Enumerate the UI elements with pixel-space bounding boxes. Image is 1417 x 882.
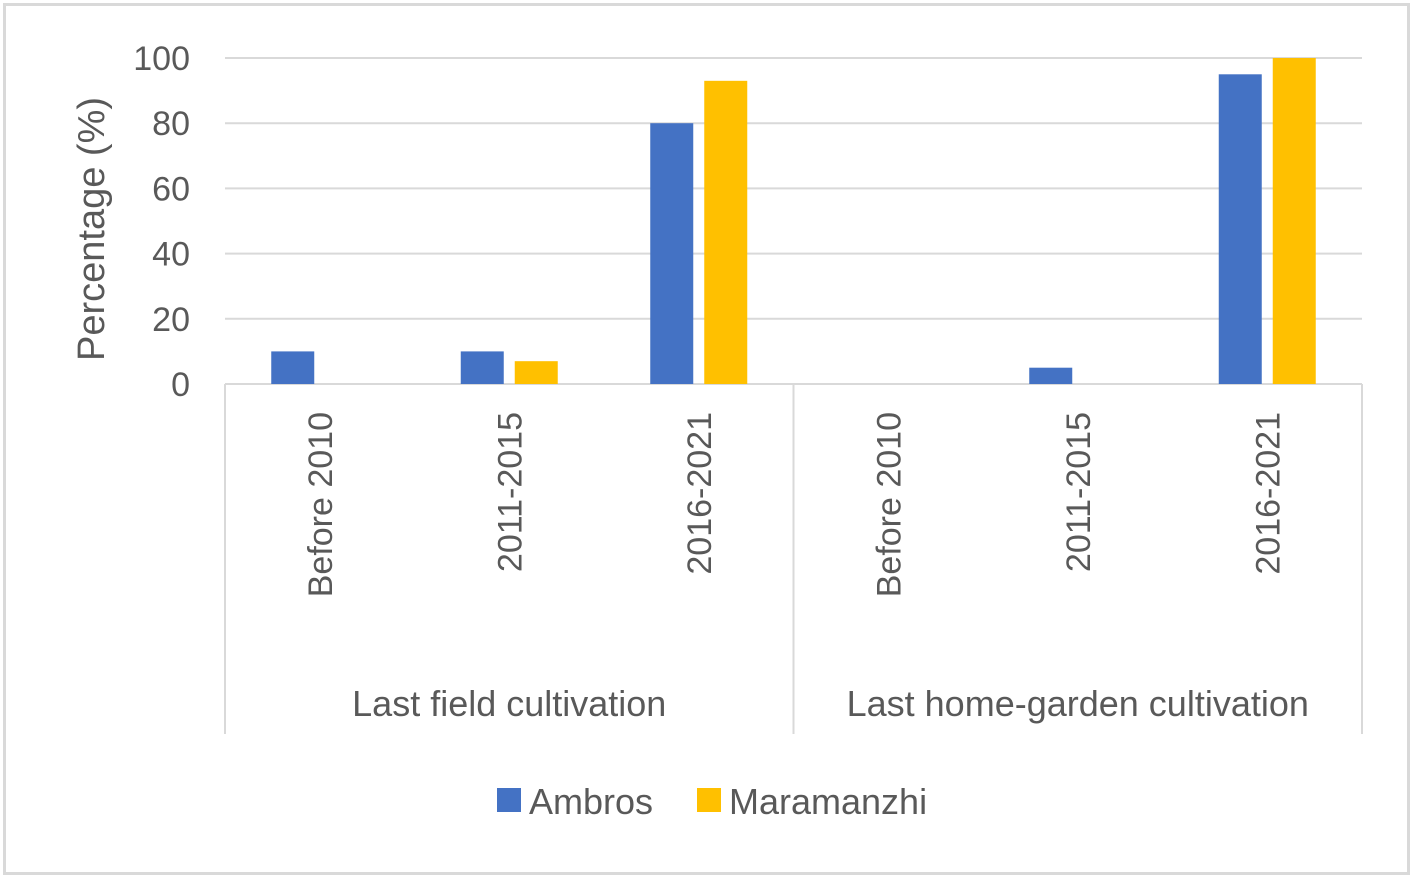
x-category-label: 2016-2021 bbox=[681, 412, 719, 575]
y-tick-label: 100 bbox=[133, 40, 190, 78]
x-category-label: Before 2010 bbox=[870, 412, 908, 597]
legend-swatch-maramanzhi bbox=[697, 788, 721, 812]
x-category-label: Before 2010 bbox=[302, 412, 340, 597]
bar-ambros-1-2 bbox=[1218, 74, 1262, 385]
legend-label-ambros: Ambros bbox=[529, 781, 653, 822]
bar-ambros-0-2 bbox=[650, 123, 694, 384]
bar-ambros-0-0 bbox=[271, 351, 315, 384]
bar-maramanzhi-0-1 bbox=[514, 361, 558, 384]
bar-maramanzhi-1-2 bbox=[1272, 58, 1316, 384]
bar-ambros-0-1 bbox=[460, 351, 504, 384]
x-category-label: 2011-2015 bbox=[491, 412, 529, 572]
x-group-label: Last field cultivation bbox=[352, 683, 666, 724]
x-group-labels: Last field cultivation Last home-garden c… bbox=[352, 683, 1309, 724]
x-category-labels: Before 2010 2011-2015 2016-2021 Before 2010… bbox=[302, 412, 1288, 597]
legend-label-maramanzhi: Maramanzhi bbox=[729, 781, 927, 822]
y-tick-label: 80 bbox=[152, 105, 190, 143]
y-tick-label: 40 bbox=[152, 236, 190, 274]
y-tick-label: 60 bbox=[152, 170, 190, 208]
bar-maramanzhi-0-2 bbox=[704, 80, 748, 384]
y-axis-title: Percentage (%) bbox=[71, 97, 113, 361]
x-group-label: Last home-garden cultivation bbox=[847, 683, 1309, 724]
y-tick-labels: 0 20 40 60 80 100 bbox=[133, 40, 190, 404]
bar-ambros-1-1 bbox=[1029, 367, 1073, 384]
x-category-label: 2011-2015 bbox=[1060, 412, 1098, 572]
axes bbox=[224, 383, 1363, 734]
legend-swatch-ambros bbox=[497, 788, 521, 812]
y-tick-label: 20 bbox=[152, 301, 190, 339]
gridlines bbox=[225, 57, 1362, 320]
x-category-label: 2016-2021 bbox=[1249, 412, 1287, 575]
bars bbox=[271, 58, 1316, 385]
y-tick-label: 0 bbox=[171, 366, 190, 404]
legend: Ambros Maramanzhi bbox=[497, 781, 927, 822]
